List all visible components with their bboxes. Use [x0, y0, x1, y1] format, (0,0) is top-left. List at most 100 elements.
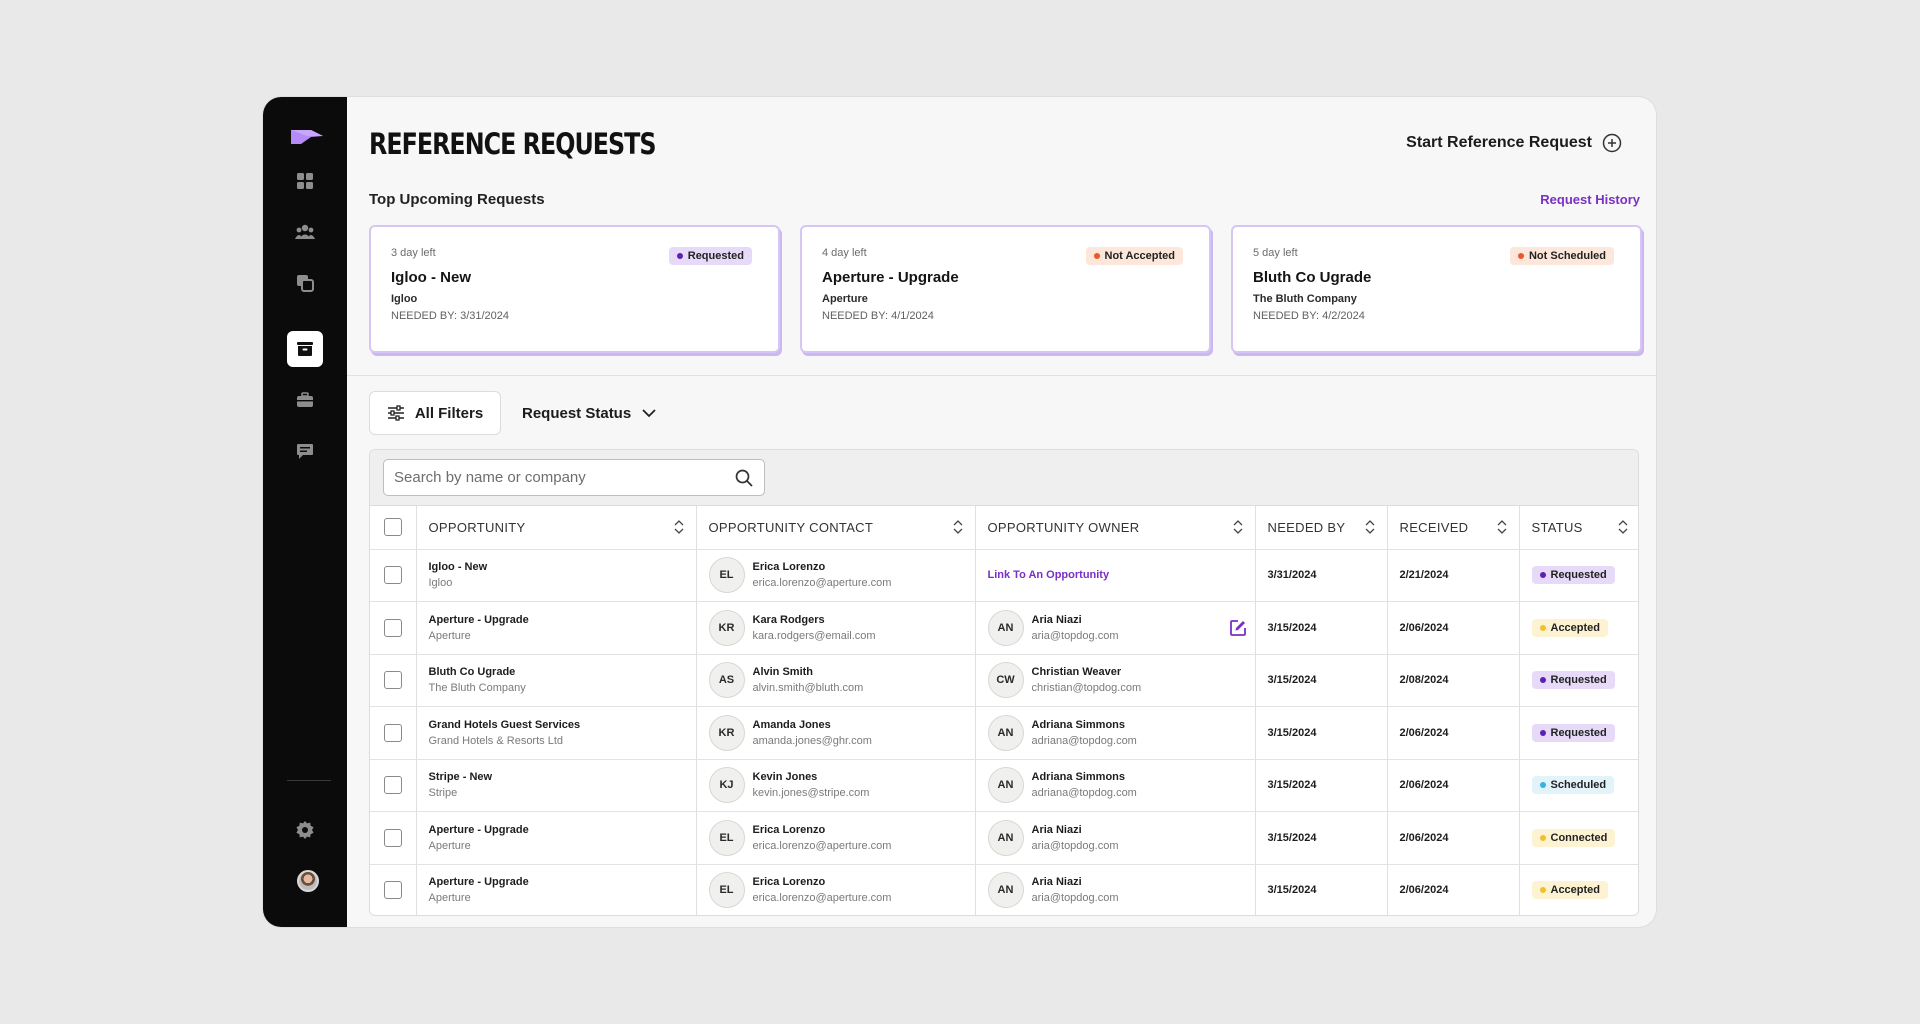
sort-icon[interactable]: [953, 519, 963, 535]
sort-icon[interactable]: [1233, 519, 1243, 535]
owner-cell: AN Adriana Simmons adriana@topdog.com: [975, 706, 1256, 760]
avatar: KR: [708, 609, 745, 646]
avatar: KR: [708, 714, 745, 751]
avatar: AN: [987, 872, 1024, 909]
briefcase-icon: [297, 392, 313, 407]
sort-icon[interactable]: [1497, 519, 1507, 535]
page-title: REFERENCE REQUESTS: [369, 127, 657, 161]
table-row[interactable]: Aperture - Upgrade Aperture EL Erica Loren…: [370, 864, 1638, 915]
request-history-link[interactable]: Request History: [1540, 192, 1640, 207]
data-table: OPPORTUNITY OPPORTUNITY CONTACT OPPORTUN…: [370, 506, 1638, 915]
settings-button[interactable]: [291, 816, 319, 844]
upcoming-card[interactable]: 4 day left Not Accepted Aperture - Upgra…: [800, 225, 1211, 353]
row-checkbox[interactable]: [383, 723, 402, 742]
people-icon: [295, 224, 315, 239]
logo-icon[interactable]: [289, 123, 325, 151]
avatar: KJ: [708, 767, 745, 804]
table-row[interactable]: Aperture - Upgrade Aperture KR Kara Rodger…: [370, 601, 1638, 655]
row-checkbox[interactable]: [383, 881, 402, 900]
row-select-cell: [370, 759, 417, 812]
start-reference-request-button[interactable]: Start Reference Request: [1406, 133, 1622, 153]
col-contact[interactable]: OPPORTUNITY CONTACT: [696, 506, 976, 550]
card-needed-by: NEEDED BY: 4/1/2024: [822, 310, 934, 322]
sidebar-item-dashboard[interactable]: [291, 167, 319, 195]
link-opportunity-link[interactable]: Link To An Opportunity: [987, 569, 1110, 582]
received-cell: 2/06/2024: [1387, 811, 1520, 865]
needed-by-cell: 3/15/2024: [1255, 654, 1388, 707]
chat-icon: [297, 444, 313, 459]
contact-cell: EL Erica Lorenzo erica.lorenzo@aperture.co…: [696, 811, 976, 865]
upcoming-card[interactable]: 3 day left Requested Igloo - New Igloo N…: [369, 225, 780, 353]
avatar: EL: [708, 872, 745, 909]
sidebar-item-inbox[interactable]: [287, 331, 323, 367]
table-row[interactable]: Igloo - New Igloo EL Erica Lorenzo erica.lo…: [370, 549, 1638, 602]
col-opportunity[interactable]: OPPORTUNITY: [416, 506, 697, 550]
status-badge: Accepted: [1531, 618, 1609, 637]
avatar: AN: [987, 609, 1024, 646]
row-checkbox[interactable]: [383, 828, 402, 847]
status-cell: Connected: [1519, 811, 1638, 865]
owner-cell: Link To An Opportunity: [975, 549, 1256, 602]
search-icon[interactable]: [734, 468, 754, 488]
select-all-checkbox[interactable]: [383, 518, 402, 537]
row-checkbox[interactable]: [383, 776, 402, 795]
sidebar-item-people[interactable]: [291, 218, 319, 246]
sidebar: [263, 97, 347, 927]
card-days-left: 5 day left: [1253, 247, 1298, 259]
edit-icon[interactable]: [1229, 619, 1247, 637]
table-header-row: OPPORTUNITY OPPORTUNITY CONTACT OPPORTUN…: [370, 506, 1638, 550]
col-received[interactable]: RECEIVED: [1387, 506, 1520, 550]
sidebar-item-copy[interactable]: [291, 269, 319, 297]
row-checkbox[interactable]: [383, 671, 402, 690]
plus-circle-icon: [1602, 133, 1622, 153]
sort-icon[interactable]: [1618, 519, 1628, 535]
owner-cell: CW Christian Weaver christian@topdog.com: [975, 654, 1256, 707]
received-cell: 2/06/2024: [1387, 864, 1520, 915]
owner-cell: AN Aria Niazi aria@topdog.com: [975, 601, 1256, 655]
sidebar-item-messages[interactable]: [291, 437, 319, 465]
row-select-cell: [370, 601, 417, 655]
upcoming-card[interactable]: 5 day left Not Scheduled Bluth Co Ugrade…: [1231, 225, 1642, 353]
row-checkbox[interactable]: [383, 618, 402, 637]
table-row[interactable]: Grand Hotels Guest Services Grand Hotels …: [370, 706, 1638, 760]
col-needed-by[interactable]: NEEDED BY: [1255, 506, 1388, 550]
search-input[interactable]: [394, 469, 734, 486]
avatar: EL: [708, 557, 745, 594]
owner-cell: AN Aria Niazi aria@topdog.com: [975, 811, 1256, 865]
sidebar-item-briefcase[interactable]: [291, 386, 319, 414]
status-badge: Requested: [1531, 723, 1615, 742]
needed-by-cell: 3/31/2024: [1255, 549, 1388, 602]
col-status[interactable]: STATUS: [1519, 506, 1638, 550]
inbox-icon: [297, 342, 313, 356]
user-avatar[interactable]: [297, 870, 319, 892]
status-cell: Requested: [1519, 549, 1638, 602]
avatar: AN: [987, 714, 1024, 751]
card-days-left: 3 day left: [391, 247, 436, 259]
gear-icon: [296, 821, 314, 839]
contact-cell: EL Erica Lorenzo erica.lorenzo@aperture.co…: [696, 864, 976, 915]
contact-cell: AS Alvin Smith alvin.smith@bluth.com: [696, 654, 976, 707]
card-title: Aperture - Upgrade: [822, 269, 959, 286]
avatar: EL: [708, 819, 745, 856]
table-row[interactable]: Stripe - New Stripe KJ Kevin Jones kevin.jo…: [370, 759, 1638, 812]
row-checkbox[interactable]: [383, 566, 402, 585]
request-status-dropdown[interactable]: Request Status: [522, 391, 657, 435]
table-row[interactable]: Aperture - Upgrade Aperture EL Erica Loren…: [370, 811, 1638, 865]
opportunity-cell: Aperture - Upgrade Aperture: [416, 601, 697, 655]
sort-icon[interactable]: [674, 519, 684, 535]
status-badge: Requested: [1531, 671, 1615, 690]
row-select-cell: [370, 864, 417, 915]
grid-icon: [297, 173, 313, 189]
all-filters-label: All Filters: [414, 404, 484, 422]
avatar: AS: [708, 662, 745, 699]
col-owner[interactable]: OPPORTUNITY OWNER: [975, 506, 1256, 550]
sort-icon[interactable]: [1365, 519, 1375, 535]
row-select-cell: [370, 811, 417, 865]
opportunity-cell: Bluth Co Ugrade The Bluth Company: [416, 654, 697, 707]
search-box: [383, 459, 765, 496]
contact-cell: EL Erica Lorenzo erica.lorenzo@aperture.co…: [696, 549, 976, 602]
status-cell: Accepted: [1519, 864, 1638, 915]
table-row[interactable]: Bluth Co Ugrade The Bluth Company AS Alvin…: [370, 654, 1638, 707]
all-filters-button[interactable]: All Filters: [369, 391, 501, 435]
contact-cell: KJ Kevin Jones kevin.jones@stripe.com: [696, 759, 976, 812]
